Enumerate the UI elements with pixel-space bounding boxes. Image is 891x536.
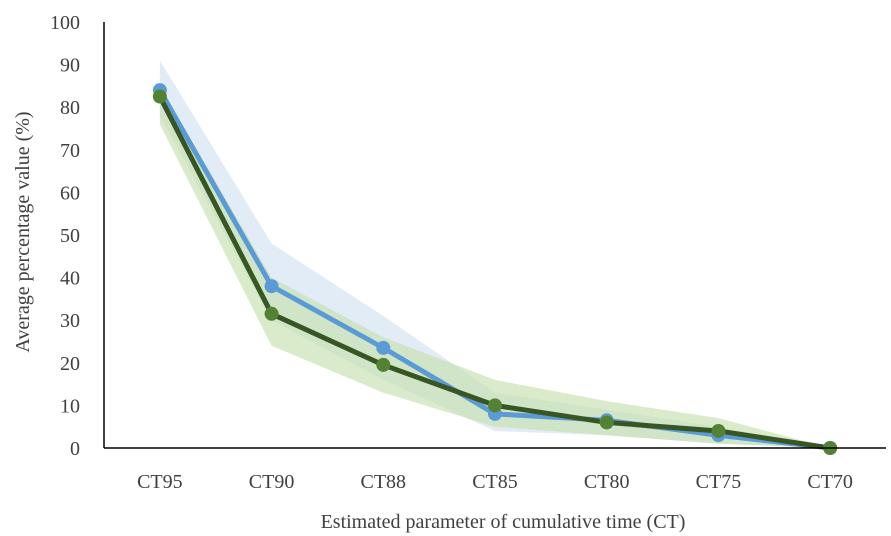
x-tick-label: CT95 — [137, 471, 183, 493]
series-2-point — [264, 306, 279, 321]
x-tick-label: CT70 — [807, 471, 853, 493]
y-tick-label: 50 — [60, 225, 80, 247]
x-tick-labels: CT95 CT90 CT88 CT85 CT80 CT75 CT70 — [137, 471, 853, 493]
x-axis-title: Estimated parameter of cumulative time (… — [321, 511, 686, 533]
series-2-point — [152, 89, 167, 104]
series-2-point — [376, 357, 391, 372]
series-1-point — [264, 279, 279, 294]
x-tick-label: CT85 — [472, 471, 518, 493]
y-tick-label: 60 — [60, 182, 80, 204]
y-axis-title: Average percentage value (%) — [12, 111, 34, 352]
confidence-bands — [159, 60, 831, 449]
y-tick-label: 90 — [60, 55, 80, 77]
axes — [103, 22, 886, 449]
y-tick-label: 20 — [60, 353, 80, 375]
y-tick-label: 100 — [50, 12, 80, 34]
y-tick-label: 30 — [60, 310, 80, 332]
y-tick-label: 80 — [60, 97, 80, 119]
x-tick-label: CT75 — [696, 471, 742, 493]
y-tick-label: 0 — [70, 438, 80, 460]
series-2-point — [599, 415, 614, 430]
y-tick-labels: 0 10 20 30 40 50 60 70 80 90 100 — [50, 12, 80, 460]
y-tick-label: 10 — [60, 395, 80, 417]
series-1-point — [376, 340, 391, 355]
y-tick-label: 40 — [60, 268, 80, 290]
series-2-band — [159, 85, 831, 449]
x-tick-label: CT90 — [249, 471, 295, 493]
x-tick-label: CT88 — [361, 471, 407, 493]
y-tick-label: 70 — [60, 140, 80, 162]
series-2-point — [488, 398, 502, 413]
x-tick-label: CT80 — [584, 471, 630, 493]
series-2-point — [711, 423, 726, 438]
